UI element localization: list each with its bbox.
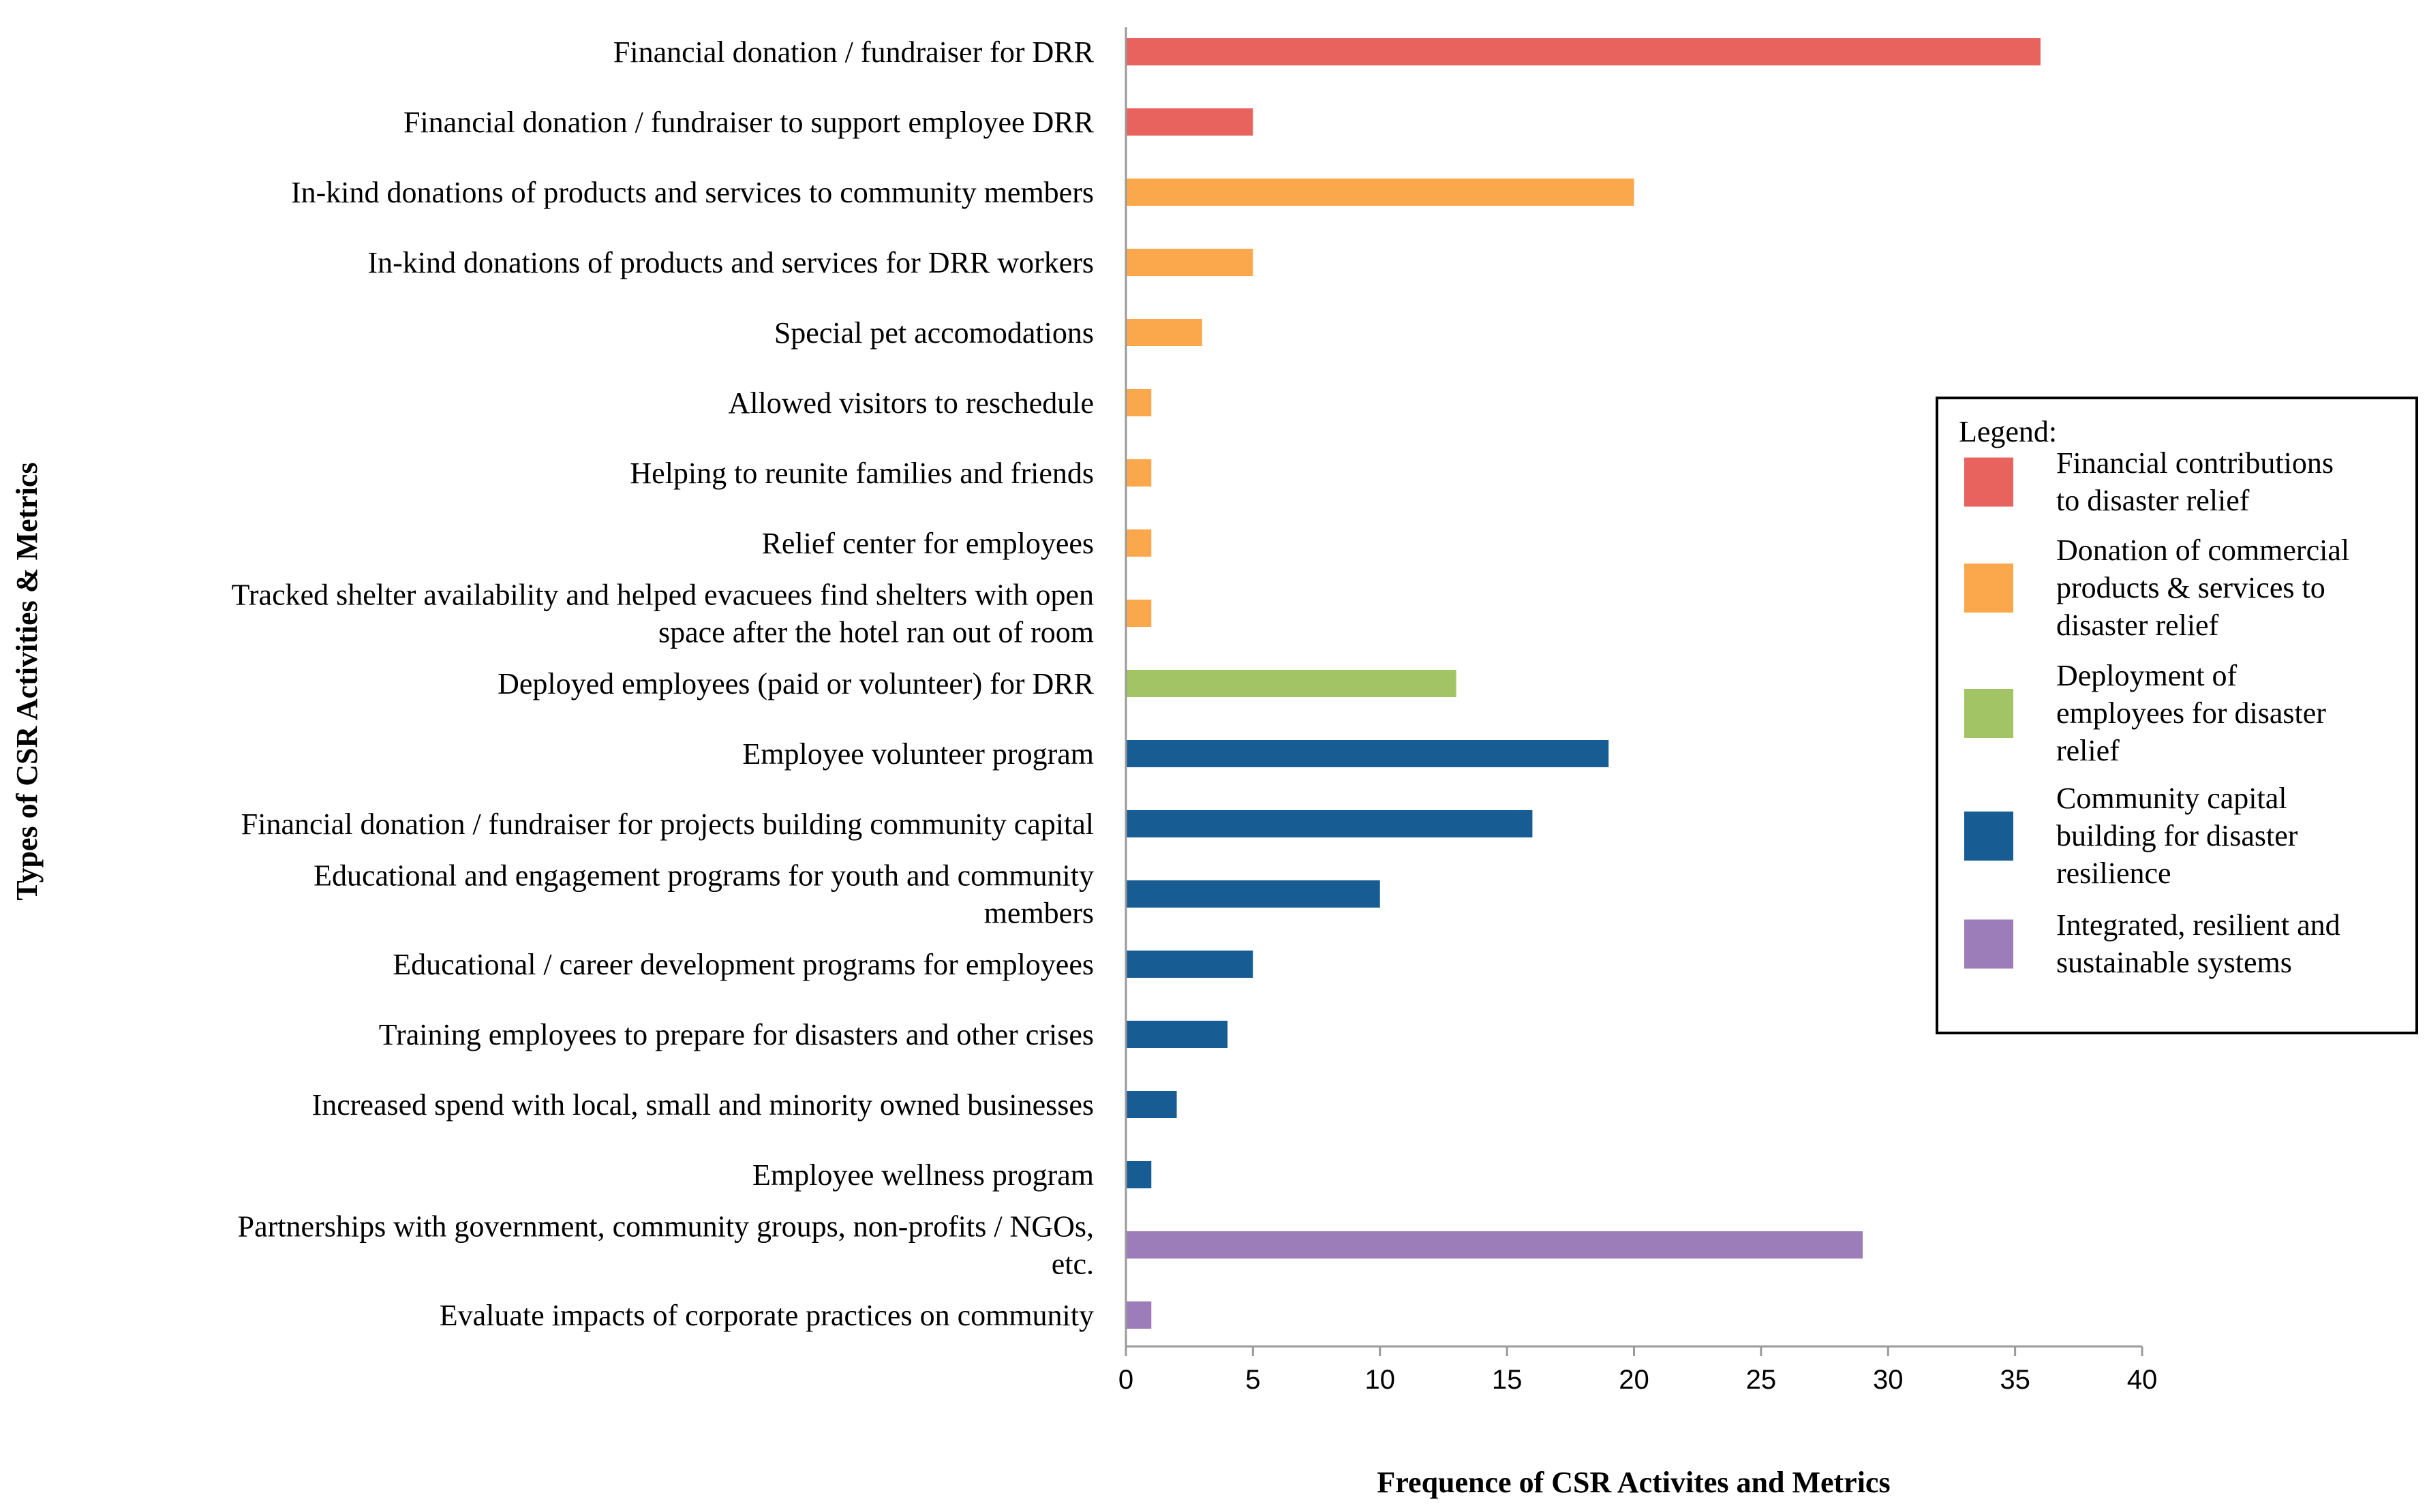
bar-4 bbox=[1126, 319, 1202, 346]
legend-label-financial-line-0: Financial contributions bbox=[2056, 446, 2334, 480]
y-axis-title: Types of CSR Activities & Metrics bbox=[10, 462, 44, 900]
category-label-17-line-1: etc. bbox=[1052, 1248, 1094, 1281]
category-label-6: Helping to reunite families and friends bbox=[630, 457, 1094, 490]
category-label-5: Allowed visitors to reschedule bbox=[729, 386, 1094, 420]
bar-16 bbox=[1126, 1161, 1152, 1188]
legend-swatch-integrated bbox=[1964, 919, 2013, 969]
category-label-9: Deployed employees (paid or volunteer) f… bbox=[498, 667, 1095, 700]
x-tick-label-5: 5 bbox=[1245, 1365, 1260, 1395]
category-label-4: Special pet accomodations bbox=[774, 316, 1094, 350]
bar-11 bbox=[1126, 810, 1533, 837]
category-label-8-line-0: Tracked shelter availability and helped … bbox=[232, 578, 1094, 612]
legend-swatch-community bbox=[1964, 812, 2013, 861]
bar-6 bbox=[1126, 459, 1152, 487]
legend-label-deployment-line-1: employees for disaster bbox=[2056, 696, 2326, 730]
legend-title: Legend: bbox=[1959, 415, 2057, 448]
category-label-12-line-0: Educational and engagement programs for … bbox=[314, 859, 1094, 893]
category-label-18: Evaluate impacts of corporate practices … bbox=[440, 1299, 1094, 1332]
plot-area: Financial donation / fundraiser for DRR F… bbox=[10, 27, 2418, 1499]
category-label-8-line-1: space after the hotel ran out of room bbox=[658, 616, 1094, 649]
category-label-7: Relief center for employees bbox=[762, 527, 1094, 560]
category-label-14: Training employees to prepare for disast… bbox=[379, 1018, 1094, 1051]
legend-label-donation-line-2: disaster relief bbox=[2056, 608, 2219, 642]
legend-label-community-line-2: resilience bbox=[2056, 857, 2171, 890]
x-tick-label-20: 20 bbox=[1619, 1365, 1649, 1395]
legend-swatch-donation bbox=[1964, 564, 2013, 613]
x-tick-label-25: 25 bbox=[1746, 1365, 1777, 1395]
x-tick-label-15: 15 bbox=[1492, 1365, 1523, 1395]
x-tick-label-0: 0 bbox=[1118, 1365, 1133, 1395]
legend-label-donation-line-0: Donation of commercial bbox=[2056, 534, 2349, 567]
bar-17 bbox=[1126, 1231, 1863, 1259]
x-tick-label-40: 40 bbox=[2127, 1365, 2158, 1395]
bar-7 bbox=[1126, 529, 1152, 557]
category-label-13: Educational / career development program… bbox=[393, 948, 1094, 981]
x-axis-title: Frequence of CSR Activites and Metrics bbox=[1377, 1466, 1890, 1499]
bar-3 bbox=[1126, 249, 1253, 276]
legend: Legend:Financial contributions to disaste… bbox=[1936, 397, 2418, 1034]
legend-label-donation-line-1: products & services to bbox=[2056, 571, 2325, 604]
bar-14 bbox=[1126, 1021, 1228, 1048]
x-tick-label-30: 30 bbox=[1873, 1365, 1904, 1395]
category-label-17-line-0: Partnerships with government, community … bbox=[238, 1210, 1094, 1244]
bar-15 bbox=[1126, 1091, 1177, 1118]
legend-label-integrated-line-0: Integrated, resilient and bbox=[2056, 908, 2340, 942]
bar-9 bbox=[1126, 670, 1456, 697]
legend-label-deployment-line-0: Deployment of bbox=[2056, 659, 2238, 692]
legend-label-community-line-0: Community capital bbox=[2056, 782, 2287, 815]
category-label-2: In-kind donations of products and servic… bbox=[291, 176, 1094, 209]
legend-swatch-deployment bbox=[1964, 689, 2013, 738]
category-label-15: Increased spend with local, small and mi… bbox=[312, 1088, 1094, 1122]
legend-label-community-line-1: building for disaster bbox=[2056, 819, 2298, 852]
bar-2 bbox=[1126, 179, 1634, 206]
bar-12 bbox=[1126, 880, 1380, 908]
category-label-0: Financial donation / fundraiser for DRR bbox=[613, 35, 1095, 69]
legend-label-integrated-line-1: sustainable systems bbox=[2056, 946, 2292, 979]
bar-18 bbox=[1126, 1301, 1152, 1329]
bar-5 bbox=[1126, 389, 1152, 416]
category-label-11: Financial donation / fundraiser for proj… bbox=[241, 807, 1094, 841]
legend-box bbox=[1936, 397, 2418, 1034]
x-tick-label-35: 35 bbox=[2000, 1365, 2030, 1395]
legend-label-deployment-line-2: relief bbox=[2056, 734, 2120, 767]
category-label-10: Employee volunteer program bbox=[742, 737, 1094, 771]
category-label-16: Employee wellness program bbox=[752, 1158, 1094, 1192]
x-tick-label-10: 10 bbox=[1365, 1365, 1396, 1395]
bar-1 bbox=[1126, 108, 1253, 136]
legend-swatch-financial bbox=[1964, 457, 2013, 507]
bar-13 bbox=[1126, 951, 1253, 978]
category-label-12-line-1: members bbox=[984, 897, 1094, 930]
bar-8 bbox=[1126, 600, 1152, 627]
category-label-3: In-kind donations of products and servic… bbox=[367, 246, 1094, 279]
legend-label-financial-line-1: to disaster relief bbox=[2056, 484, 2250, 517]
category-label-1: Financial donation / fundraiser to suppo… bbox=[403, 106, 1095, 139]
bar-0 bbox=[1126, 38, 2041, 65]
bar-10 bbox=[1126, 740, 1609, 767]
